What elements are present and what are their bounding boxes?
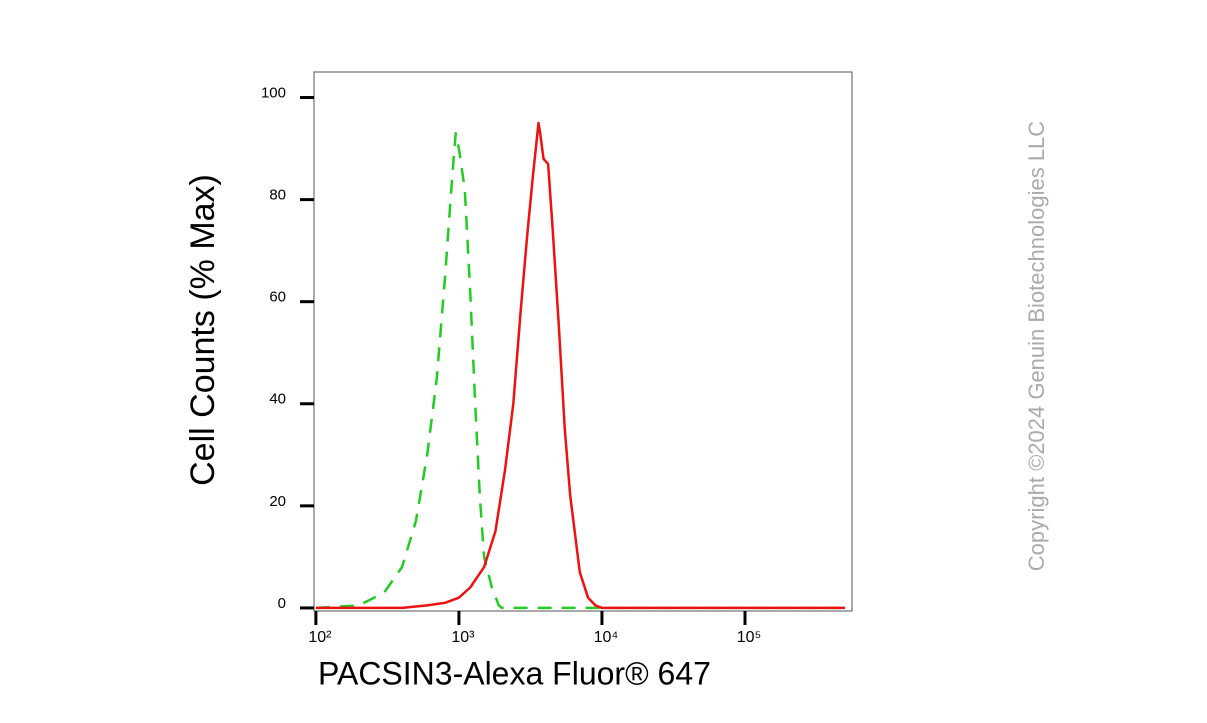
watermark: Copyright ©2024 Genuin Biotechnologies L… <box>1024 121 1049 572</box>
x-tick-label: 10⁴ <box>594 629 619 646</box>
y-axis-title: Cell Counts (% Max) <box>184 174 222 486</box>
x-tick-label: 10² <box>308 629 332 646</box>
y-tick-label: 40 <box>269 391 286 408</box>
y-tick-label: 20 <box>269 493 286 510</box>
plot-frame <box>313 71 853 612</box>
histogram-line <box>315 121 845 610</box>
x-axis-title: PACSIN3-Alexa Fluor® 647 <box>318 655 711 691</box>
y-tick-label: 100 <box>261 84 286 101</box>
x-tick-label: 10³ <box>451 629 475 646</box>
histogram-line <box>315 132 845 610</box>
y-tick-label: 60 <box>269 289 286 306</box>
y-tick-label: 0 <box>278 595 286 612</box>
x-tick-label: 10⁵ <box>737 629 761 646</box>
y-tick-label: 80 <box>269 187 286 204</box>
